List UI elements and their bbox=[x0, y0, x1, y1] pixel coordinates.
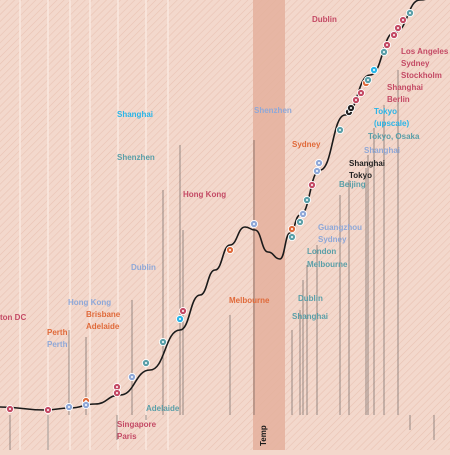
city-label: Hong Kong bbox=[68, 298, 111, 307]
data-marker-center bbox=[316, 170, 318, 172]
data-marker-center bbox=[383, 51, 385, 53]
city-label: Shenzhen bbox=[117, 153, 155, 162]
city-label: ton DC bbox=[0, 313, 26, 322]
data-marker-center bbox=[9, 408, 11, 410]
city-label: Brisbane bbox=[86, 310, 121, 319]
data-marker-center bbox=[131, 376, 133, 378]
data-marker-center bbox=[162, 341, 164, 343]
city-label: Sydney bbox=[401, 59, 430, 68]
city-labels: ton DC Perth Perth Hong Kong Brisbane Adelaid… bbox=[0, 15, 449, 441]
data-marker-center bbox=[145, 362, 147, 364]
data-marker-center bbox=[116, 392, 118, 394]
data-marker-center bbox=[367, 79, 369, 81]
data-marker-center bbox=[306, 199, 308, 201]
city-label: Guangzhou bbox=[318, 223, 362, 232]
city-label: Adelaide bbox=[86, 322, 120, 331]
data-marker-center bbox=[85, 404, 87, 406]
city-label: Sydney bbox=[318, 235, 347, 244]
data-marker-center bbox=[350, 107, 352, 109]
city-label: Melbourne bbox=[307, 260, 348, 269]
city-label: Shanghai bbox=[349, 159, 385, 168]
data-marker-center bbox=[373, 69, 375, 71]
data-marker-center bbox=[179, 318, 181, 320]
city-label: Shanghai bbox=[364, 146, 400, 155]
city-label: (upscale) bbox=[374, 119, 409, 128]
city-label: Stockholm bbox=[401, 71, 442, 80]
gridlines bbox=[19, 0, 169, 450]
data-marker-center bbox=[291, 228, 293, 230]
city-label: Dublin bbox=[312, 15, 337, 24]
data-marker-center bbox=[229, 249, 231, 251]
city-label: Shanghai bbox=[292, 312, 328, 321]
city-label: London bbox=[307, 247, 336, 256]
city-label: Perth bbox=[47, 340, 68, 349]
data-marker-center bbox=[355, 99, 357, 101]
data-marker-center bbox=[311, 184, 313, 186]
data-marker-center bbox=[47, 409, 49, 411]
city-label: Beijing bbox=[339, 180, 366, 189]
city-label: Paris bbox=[117, 432, 137, 441]
data-marker-center bbox=[253, 223, 255, 225]
data-marker-center bbox=[302, 213, 304, 215]
data-marker-center bbox=[386, 44, 388, 46]
city-label: Shenzhen bbox=[254, 106, 292, 115]
band-label: Temp bbox=[259, 425, 268, 446]
temperature-band bbox=[253, 0, 285, 450]
data-marker-center bbox=[339, 129, 341, 131]
city-label: Hong Kong bbox=[183, 190, 226, 199]
data-marker-center bbox=[182, 310, 184, 312]
data-marker-center bbox=[397, 27, 399, 29]
city-label: Tokyo bbox=[374, 107, 397, 116]
data-marker-center bbox=[116, 386, 118, 388]
data-marker-center bbox=[409, 12, 411, 14]
city-label: Melbourne bbox=[229, 296, 270, 305]
data-marker-center bbox=[68, 406, 70, 408]
data-marker-center bbox=[299, 221, 301, 223]
city-label: Dublin bbox=[298, 294, 323, 303]
data-marker-center bbox=[393, 34, 395, 36]
label-leaders bbox=[9, 70, 435, 450]
city-label: Berlin bbox=[387, 95, 410, 104]
city-label: Adelaide bbox=[146, 404, 180, 413]
city-label: Singapore bbox=[117, 420, 157, 429]
city-label: Sydney bbox=[292, 140, 321, 149]
city-label: Tokyo bbox=[349, 171, 372, 180]
data-marker-center bbox=[402, 19, 404, 21]
data-markers bbox=[5, 8, 415, 415]
city-label: Los Angeles bbox=[401, 47, 449, 56]
data-marker-center bbox=[291, 236, 293, 238]
city-label: Perth bbox=[47, 328, 68, 337]
data-marker-center bbox=[360, 92, 362, 94]
data-marker-center bbox=[318, 162, 320, 164]
city-label: Shanghai bbox=[387, 83, 423, 92]
city-label: Dublin bbox=[131, 263, 156, 272]
city-label: Shanghai bbox=[117, 110, 153, 119]
city-label: Tokyo, Osaka bbox=[368, 132, 420, 141]
